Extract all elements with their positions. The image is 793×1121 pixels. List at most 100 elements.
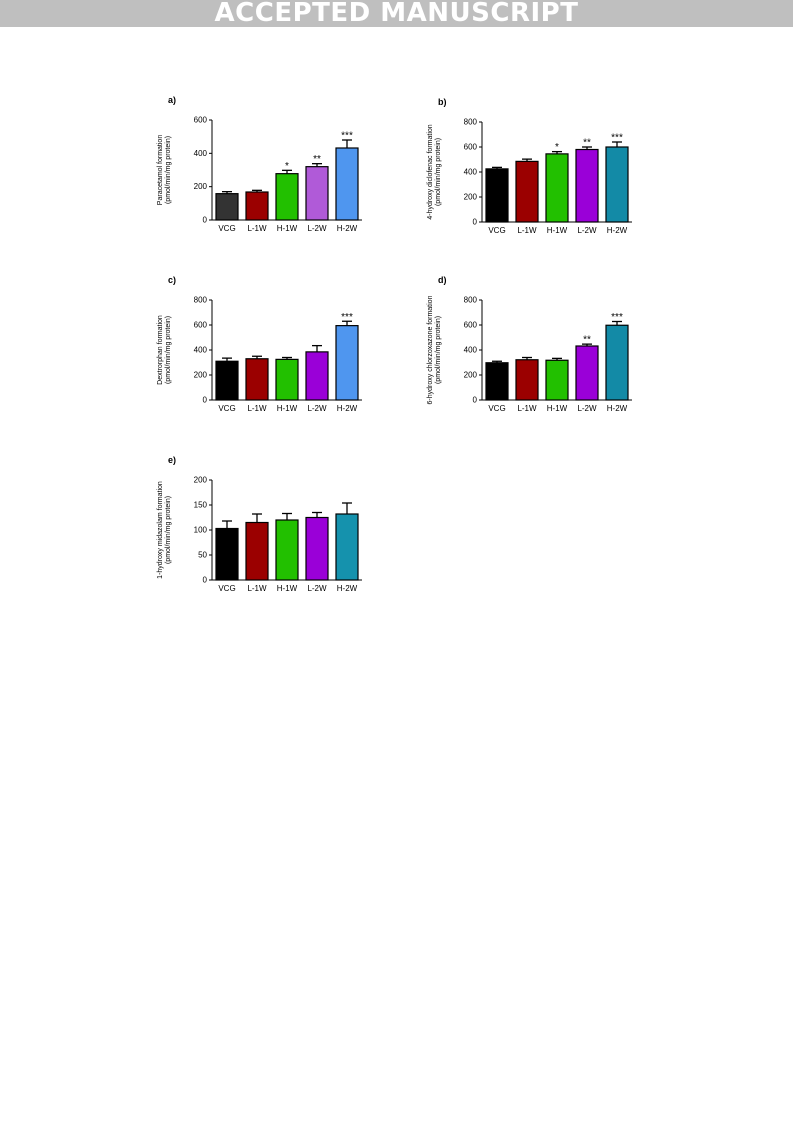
panel-d-ylabel-line-0: 6-hydroxy chlorzoxazone formation <box>427 295 434 404</box>
panel-a-label: a) <box>168 95 176 105</box>
panel-d-category-label-0: VCG <box>488 404 505 413</box>
panel-b-category-label-4: H-2W <box>607 226 628 235</box>
panel-c-bar-0 <box>215 360 239 401</box>
panel-e-bar-4 <box>335 513 359 581</box>
panel-b-ytick-label-2: 400 <box>464 168 478 177</box>
panel-d-svg: d) 6-hydroxy chlorzoxazone formation (pmol… <box>427 275 632 413</box>
panel-a-svg: a) Paracetamol formation (pmol/min/mg prot… <box>157 95 362 233</box>
panel-e-svg: e) 1-hydroxy midazolam formation (pmol/min… <box>157 455 362 593</box>
panel-d-bar-1 <box>515 359 539 401</box>
panel-d-category-label-2: H-1W <box>547 404 568 413</box>
panel-d-category-label-3: L-2W <box>577 404 597 413</box>
panel-b-ylabel-line-0: 4-hydroxy diclofenac formation <box>427 124 434 219</box>
panel-e-ytick-label-1: 50 <box>198 551 207 560</box>
panel-a-bar-0 <box>215 193 239 221</box>
panel-a-bar-1 <box>245 191 269 221</box>
panel-c-significance-4: *** <box>341 312 353 323</box>
panel-c-ytick-label-4: 800 <box>194 296 208 305</box>
panel-d-bar-4 <box>605 324 629 401</box>
panel-c-category-label-4: H-2W <box>337 404 358 413</box>
panel-a-significance-4: *** <box>341 131 353 142</box>
panel-d-bar-0 <box>485 362 509 401</box>
panel-a-significance-2: * <box>285 161 289 172</box>
panel-e-ytick-label-4: 200 <box>194 476 208 485</box>
panel-a-significance-3: ** <box>313 154 321 165</box>
panel-b-ytick-label-3: 600 <box>464 143 478 152</box>
panel-a-ytick-label-1: 200 <box>194 182 208 191</box>
panel-c-ylabel-line-0: Dextrorphan formation <box>157 315 164 385</box>
panel-a-category-label-0: VCG <box>218 224 235 233</box>
panel-b-chart: b) 4-hydroxy diclofenac formation (pmol/mi… <box>420 92 650 252</box>
panel-c-bar-1 <box>245 358 269 401</box>
panel-e-chart: e) 1-hydroxy midazolam formation (pmol/min… <box>150 450 380 610</box>
panel-d-ytick-label-1: 200 <box>464 371 478 380</box>
panel-c-ytick-label-3: 600 <box>194 321 208 330</box>
panel-d-category-label-4: H-2W <box>607 404 628 413</box>
panel-d-ylabel-line-1: (pmol/min/mg protein) <box>435 316 442 384</box>
panel-c-ylabel-line-1: (pmol/min/mg protein) <box>165 316 172 384</box>
panel-e-bar-0 <box>215 527 239 581</box>
panel-e-category-label-2: H-1W <box>277 584 298 593</box>
panel-d-ytick-label-4: 800 <box>464 296 478 305</box>
panel-a-ytick-label-2: 400 <box>194 149 208 158</box>
panel-c-ytick-label-2: 400 <box>194 346 208 355</box>
panel-a-ylabel-line-1: (pmol/min/mg protein) <box>165 136 172 204</box>
panel-e-bar-2 <box>275 519 299 581</box>
panel-e-bar-1 <box>245 521 269 581</box>
panel-e-category-label-3: L-2W <box>307 584 327 593</box>
panel-a-chart: a) Paracetamol formation (pmol/min/mg prot… <box>150 90 380 250</box>
panel-b-category-label-3: L-2W <box>577 226 597 235</box>
panel-d-ytick-label-2: 400 <box>464 346 478 355</box>
panel-d-bar-2 <box>545 359 569 401</box>
panel-b-bar-3 <box>575 148 599 223</box>
panel-c-category-label-3: L-2W <box>307 404 327 413</box>
panel-c-chart: c) Dextrorphan formation (pmol/min/mg prot… <box>150 270 380 430</box>
panel-c-bar-3 <box>305 351 329 401</box>
panel-e-ylabel-line-1: (pmol/min/mg protein) <box>165 496 172 564</box>
panel-c-svg: c) Dextrorphan formation (pmol/min/mg prot… <box>157 275 362 413</box>
panel-e-bar-3 <box>305 516 329 581</box>
panel-c-bar-4 <box>335 325 359 401</box>
panel-b-significance-2: * <box>555 142 559 153</box>
panel-e-category-label-4: H-2W <box>337 584 358 593</box>
panel-a-category-label-1: L-1W <box>247 224 267 233</box>
panel-e-ytick-label-3: 150 <box>194 501 208 510</box>
panel-e-category-label-0: VCG <box>218 584 235 593</box>
panel-a-ylabel-line-0: Paracetamol formation <box>157 135 164 206</box>
panel-b-svg: b) 4-hydroxy diclofenac formation (pmol/mi… <box>427 97 632 235</box>
panel-b-label: b) <box>438 97 447 107</box>
panel-d-ytick-label-3: 600 <box>464 321 478 330</box>
panel-c-ytick-label-1: 200 <box>194 371 208 380</box>
panel-b-category-label-2: H-1W <box>547 226 568 235</box>
panel-b-significance-3: ** <box>583 138 591 149</box>
panel-a-category-label-3: L-2W <box>307 224 327 233</box>
panel-d-category-label-1: L-1W <box>517 404 537 413</box>
panel-b-ytick-label-0: 0 <box>473 218 478 227</box>
panel-c-category-label-2: H-1W <box>277 404 298 413</box>
panel-e-ytick-label-2: 100 <box>194 526 208 535</box>
panel-a-bar-4 <box>335 147 359 221</box>
panel-e-category-label-1: L-1W <box>247 584 267 593</box>
panel-e-label: e) <box>168 455 176 465</box>
panel-a-category-label-4: H-2W <box>337 224 358 233</box>
panel-b-bar-2 <box>545 153 569 223</box>
panel-c-category-label-0: VCG <box>218 404 235 413</box>
panel-b-ytick-label-4: 800 <box>464 118 478 127</box>
panel-d-significance-4: *** <box>611 312 623 323</box>
panel-e-ylabel-line-0: 1-hydroxy midazolam formation <box>157 481 164 579</box>
panel-b-bar-1 <box>515 160 539 223</box>
panel-b-ytick-label-1: 200 <box>464 193 478 202</box>
panel-d-chart: d) 6-hydroxy chlorzoxazone formation (pmol… <box>420 270 650 430</box>
panel-c-ytick-label-0: 0 <box>203 396 208 405</box>
panel-b-significance-4: *** <box>611 133 623 144</box>
panel-b-category-label-1: L-1W <box>517 226 537 235</box>
panel-b-ylabel-line-1: (pmol/min/mg protein) <box>435 138 442 206</box>
panel-d-bar-3 <box>575 345 599 401</box>
panel-e-ytick-label-0: 0 <box>203 576 208 585</box>
panel-a-ytick-label-3: 600 <box>194 116 208 125</box>
accepted-manuscript-banner: ACCEPTED MANUSCRIPT <box>0 0 793 27</box>
panel-a-bar-2 <box>275 173 299 221</box>
panel-d-label: d) <box>438 275 447 285</box>
panel-a-bar-3 <box>305 166 329 221</box>
panel-c-category-label-1: L-1W <box>247 404 267 413</box>
